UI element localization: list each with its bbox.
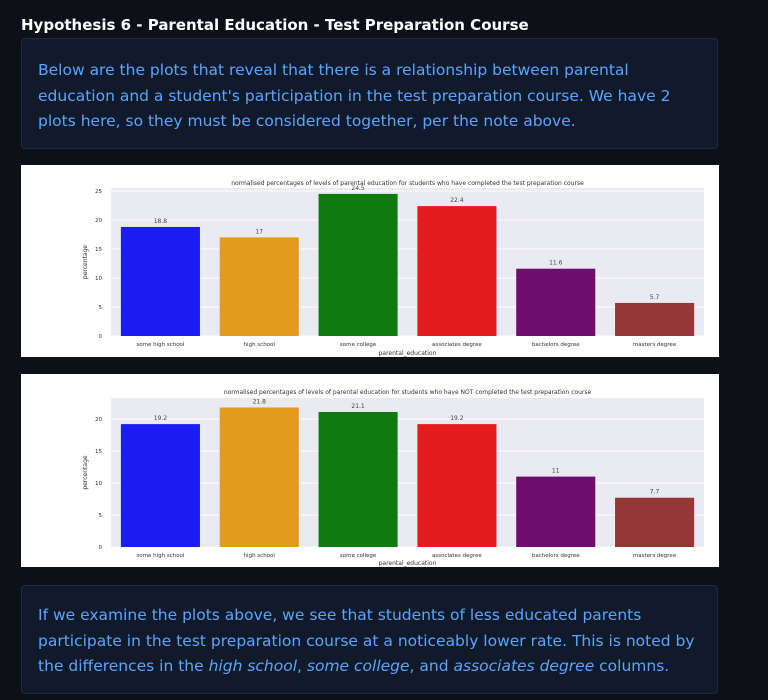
bar: [516, 476, 596, 547]
x-tick-label: associates degree: [432, 342, 482, 348]
conclusion-prefix: If we examine the plots above, we see th…: [38, 606, 695, 675]
y-tick-label: 0: [99, 334, 103, 340]
bar: [120, 226, 200, 336]
chart-completed: 0 5 10 15 20 25 18.8 some high school 17 high sch…: [21, 165, 719, 357]
y-tick-label: 5: [99, 305, 103, 311]
bar: [516, 268, 596, 336]
y-tick-label: 10: [95, 276, 102, 282]
plot-area: [111, 398, 704, 547]
chart-not-completed: 0 5 10 15 20 19.2 some high school 21.8 high sch…: [21, 374, 719, 567]
conclusion-suffix: columns.: [594, 657, 670, 675]
data-label: 21.8: [253, 398, 267, 405]
section-heading: Hypothesis 6 - Parental Education - Test…: [21, 16, 529, 34]
x-tick-label: some college: [340, 342, 377, 348]
conclusion-sep2: , and: [409, 657, 454, 675]
data-label: 5.7: [650, 294, 660, 301]
x-tick-label: masters degree: [633, 553, 677, 559]
intro-note: Below are the plots that reveal that the…: [21, 38, 718, 149]
data-label: 21.1: [351, 403, 365, 410]
data-label: 11.6: [549, 260, 563, 267]
x-tick-label: high school: [244, 342, 276, 348]
data-label: 24.5: [351, 185, 365, 192]
emphasis-some-college: some college: [306, 657, 410, 675]
bar: [615, 302, 695, 336]
y-axis-label: percentage: [82, 455, 89, 489]
x-tick-label: masters degree: [633, 342, 677, 348]
conclusion-note: If we examine the plots above, we see th…: [21, 585, 718, 694]
data-label: 11: [552, 468, 560, 475]
emphasis-associates-degree: associates degree: [453, 657, 595, 675]
data-label: 22.4: [450, 197, 464, 204]
y-tick-label: 10: [95, 481, 102, 487]
x-tick-label: some high school: [136, 342, 185, 348]
y-tick-label: 5: [99, 513, 103, 519]
emphasis-high-school: high school: [208, 657, 298, 675]
x-tick-label: associates degree: [432, 553, 482, 559]
chart-title: normalised percentages of levels of pare…: [224, 389, 592, 396]
x-tick-label: high school: [244, 553, 276, 559]
data-label: 19.2: [154, 415, 168, 422]
conclusion-sep1: ,: [297, 657, 307, 675]
x-tick-label: bachelors degree: [532, 553, 580, 559]
data-label: 19.2: [450, 415, 464, 422]
y-tick-label: 25: [95, 189, 102, 195]
chart-title: normalised percentages of levels of pare…: [231, 180, 584, 187]
x-tick-label: some high school: [136, 553, 185, 559]
bar: [318, 411, 398, 547]
x-axis-label: parental_education: [379, 560, 437, 567]
chart-completed-svg: 0 5 10 15 20 25 18.8 some high school 17 high sch…: [82, 180, 704, 357]
y-tick-label: 0: [99, 545, 103, 551]
bar: [120, 424, 200, 547]
bar: [318, 193, 398, 336]
y-tick-label: 20: [95, 417, 102, 423]
plot-area: [111, 188, 704, 336]
bar: [417, 424, 497, 547]
intro-text: Below are the plots that reveal that the…: [38, 61, 671, 130]
chart-not-completed-svg: 0 5 10 15 20 19.2 some high school 21.8 high sch…: [82, 389, 704, 567]
bar: [615, 497, 695, 547]
y-tick-label: 15: [95, 247, 102, 253]
bar: [417, 206, 497, 336]
data-label: 17: [255, 228, 263, 235]
x-tick-label: bachelors degree: [532, 342, 580, 348]
x-axis-label: parental_education: [379, 350, 437, 357]
data-label: 18.8: [154, 218, 168, 225]
x-tick-label: some college: [340, 553, 377, 559]
y-tick-label: 15: [95, 449, 102, 455]
y-axis-label: percentage: [82, 245, 89, 279]
bar: [219, 407, 299, 547]
y-tick-label: 20: [95, 218, 102, 224]
bar: [219, 237, 299, 336]
data-label: 7.7: [650, 489, 660, 496]
